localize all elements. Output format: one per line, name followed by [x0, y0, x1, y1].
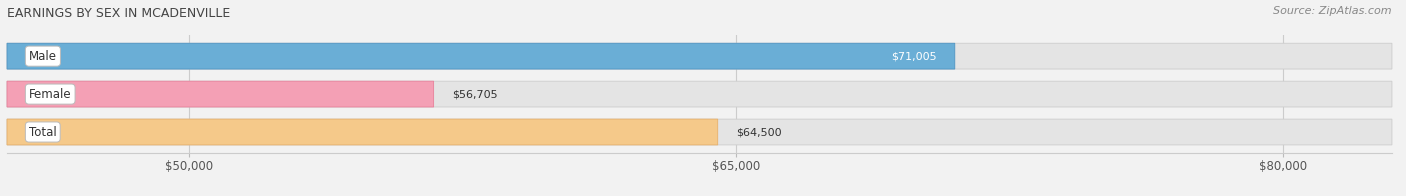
Text: $56,705: $56,705 — [451, 89, 498, 99]
FancyBboxPatch shape — [7, 43, 1392, 69]
Text: $64,500: $64,500 — [735, 127, 782, 137]
Text: $71,005: $71,005 — [891, 51, 936, 61]
FancyBboxPatch shape — [7, 81, 1392, 107]
FancyBboxPatch shape — [7, 119, 1392, 145]
Text: Total: Total — [30, 125, 56, 139]
Text: EARNINGS BY SEX IN MCADENVILLE: EARNINGS BY SEX IN MCADENVILLE — [7, 7, 231, 20]
Text: Source: ZipAtlas.com: Source: ZipAtlas.com — [1274, 6, 1392, 16]
Text: Female: Female — [30, 88, 72, 101]
Text: Male: Male — [30, 50, 56, 63]
FancyBboxPatch shape — [7, 81, 433, 107]
FancyBboxPatch shape — [7, 43, 955, 69]
FancyBboxPatch shape — [7, 119, 717, 145]
